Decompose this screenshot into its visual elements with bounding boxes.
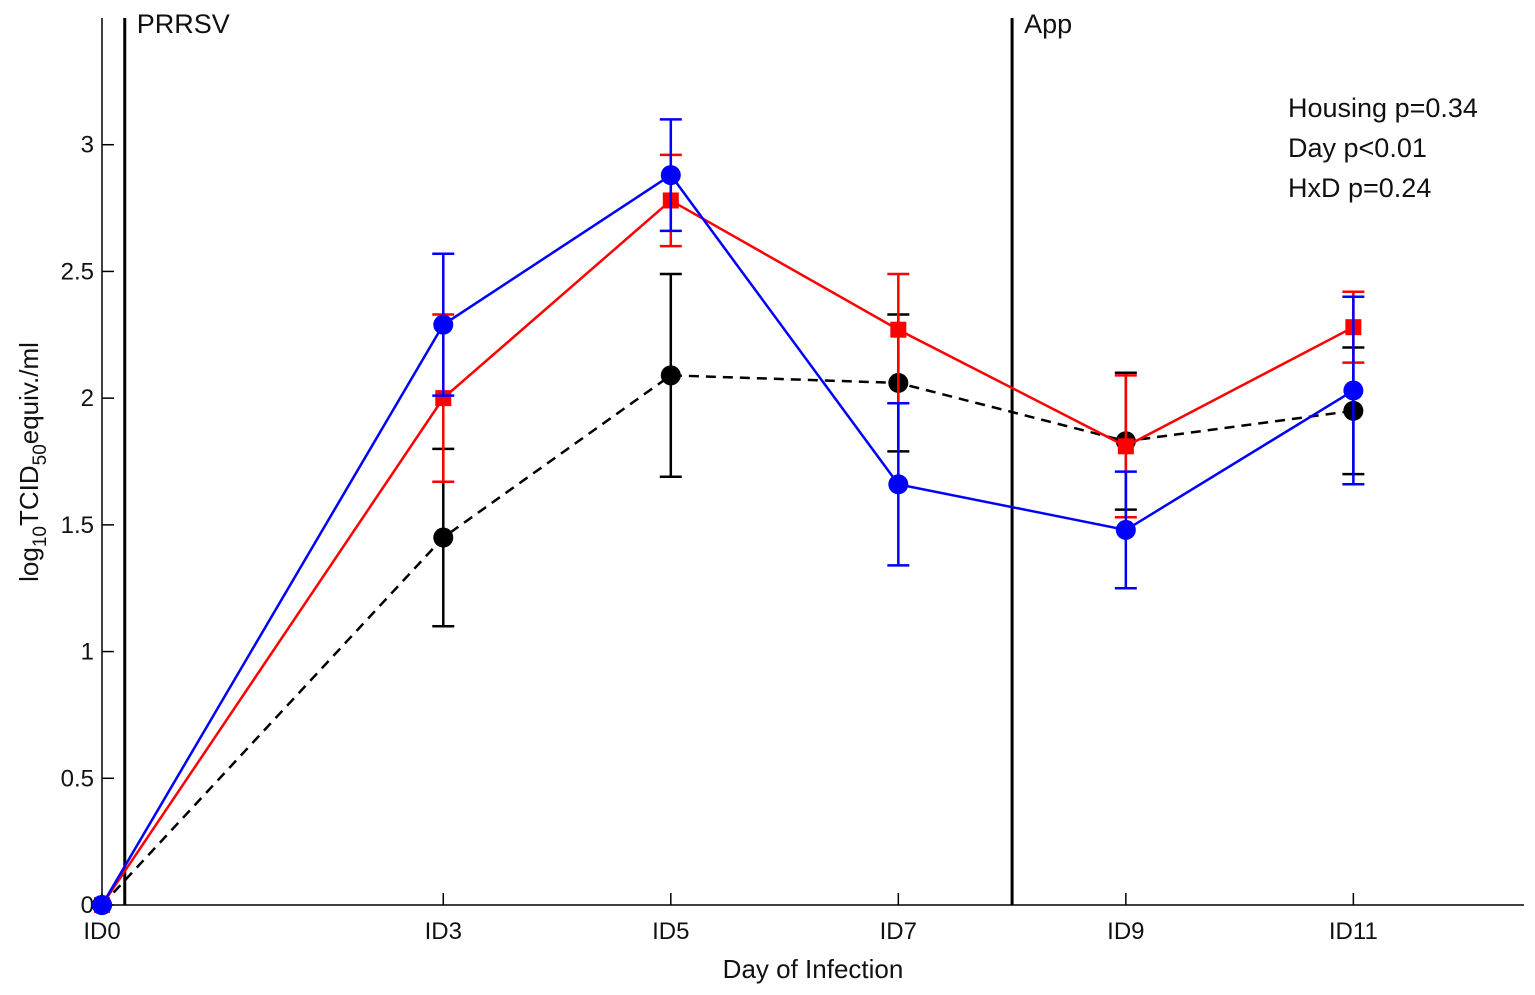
y-axis-title-tcid: TCID: [14, 465, 44, 526]
x-axis-title: Day of Infection: [723, 954, 904, 984]
stats-annotation: Housing p=0.34 Day p<0.01 HxD p=0.24: [1288, 93, 1478, 203]
series-red: [94, 153, 1365, 913]
y-tick-label: 2.5: [61, 258, 94, 285]
y-axis-title-sub2: 50: [30, 444, 51, 465]
stat-housing: Housing p=0.34: [1288, 93, 1478, 123]
y-tick-label: 0: [81, 892, 94, 919]
y-axis-title-unit: equiv./ml: [14, 342, 44, 444]
data-point: [1117, 438, 1134, 455]
y-axis-title-log: log: [14, 547, 44, 582]
series-line-red: [100, 198, 1354, 906]
series-blue: [92, 118, 1365, 915]
x-tick-label: ID0: [83, 918, 120, 945]
data-point: [660, 165, 681, 186]
y-tick-label: 3: [81, 132, 94, 159]
data-point: [888, 474, 909, 495]
series-layer: [92, 118, 1365, 915]
series-black: [92, 272, 1365, 915]
data-point: [435, 390, 452, 407]
x-tick-label: ID9: [1107, 918, 1144, 945]
stat-interaction: HxD p=0.24: [1288, 173, 1431, 203]
data-point: [433, 527, 454, 548]
y-tick-label: 2: [81, 385, 94, 412]
x-tick-label: ID3: [425, 918, 462, 945]
x-tick-label: ID7: [880, 918, 917, 945]
chart-axes: 0 0.5 1 1.5 2 2.5 3 ID0 ID3 ID5 ID7 ID9 ID11: [61, 18, 1524, 945]
series-line-black: [101, 374, 1354, 906]
data-point: [433, 314, 454, 335]
data-point: [890, 321, 907, 338]
y-axis-title: log10TCID50equiv./ml: [14, 342, 51, 582]
x-tick-label: ID11: [1329, 918, 1378, 945]
y-tick-label: 1: [81, 639, 94, 666]
stat-day: Day p<0.01: [1288, 133, 1427, 163]
data-point: [92, 895, 112, 915]
series-line-blue: [100, 173, 1355, 906]
event-label: PRRSV: [137, 9, 230, 39]
data-point: [1343, 380, 1364, 401]
x-tick-label: ID5: [652, 918, 689, 945]
data-point: [660, 365, 681, 386]
event-label: App: [1024, 9, 1072, 39]
y-tick-label: 1.5: [61, 512, 94, 539]
y-axis-title-sub1: 10: [30, 526, 51, 547]
data-point: [1115, 519, 1136, 540]
event-markers: PRRSV App: [123, 9, 1072, 905]
y-tick-label: 0.5: [61, 765, 94, 792]
